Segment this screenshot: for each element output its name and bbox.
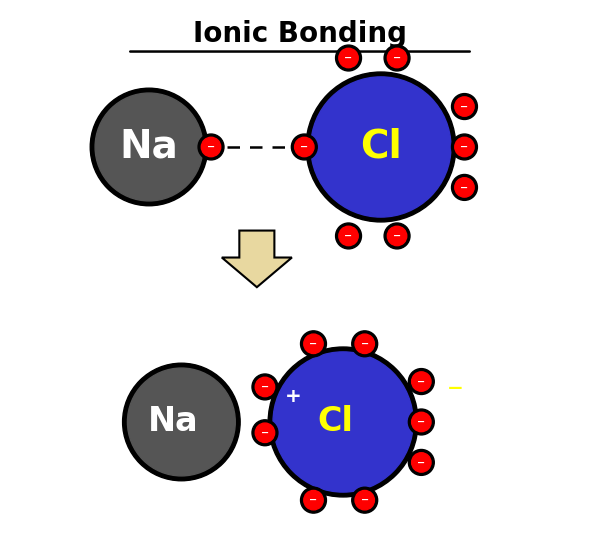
Circle shape bbox=[252, 374, 278, 400]
Text: Na: Na bbox=[148, 405, 199, 438]
Circle shape bbox=[412, 453, 431, 472]
Circle shape bbox=[452, 175, 478, 201]
Circle shape bbox=[292, 134, 317, 160]
FancyArrow shape bbox=[222, 230, 292, 287]
Circle shape bbox=[388, 226, 407, 246]
Text: −: − bbox=[300, 142, 308, 152]
Circle shape bbox=[255, 377, 275, 397]
Circle shape bbox=[335, 45, 361, 71]
Circle shape bbox=[252, 420, 278, 446]
Circle shape bbox=[339, 48, 358, 68]
Circle shape bbox=[412, 412, 431, 431]
Text: −: − bbox=[460, 101, 469, 112]
Circle shape bbox=[90, 88, 208, 206]
Circle shape bbox=[301, 331, 326, 357]
Circle shape bbox=[304, 491, 323, 510]
Circle shape bbox=[306, 72, 456, 222]
Text: −: − bbox=[207, 142, 215, 152]
Circle shape bbox=[455, 178, 474, 197]
Circle shape bbox=[311, 77, 451, 217]
Text: −: − bbox=[417, 457, 425, 467]
Circle shape bbox=[95, 93, 203, 201]
Text: −: − bbox=[460, 142, 469, 152]
Circle shape bbox=[304, 334, 323, 353]
Circle shape bbox=[127, 368, 235, 476]
Text: −: − bbox=[344, 53, 353, 63]
Text: Na: Na bbox=[119, 128, 178, 166]
Text: Cl: Cl bbox=[317, 405, 353, 438]
Text: −: − bbox=[361, 339, 369, 349]
Circle shape bbox=[409, 369, 434, 395]
Text: −: − bbox=[393, 53, 401, 63]
Circle shape bbox=[355, 491, 374, 510]
Circle shape bbox=[455, 97, 474, 116]
Circle shape bbox=[409, 409, 434, 435]
Circle shape bbox=[198, 134, 224, 160]
Circle shape bbox=[388, 48, 407, 68]
Circle shape bbox=[301, 487, 326, 513]
Circle shape bbox=[412, 372, 431, 391]
Circle shape bbox=[339, 226, 358, 246]
Text: −: − bbox=[393, 231, 401, 241]
Circle shape bbox=[355, 334, 374, 353]
Circle shape bbox=[409, 449, 434, 475]
Text: −: − bbox=[460, 183, 469, 192]
Text: −: − bbox=[310, 495, 317, 505]
Text: −: − bbox=[417, 417, 425, 427]
Text: −: − bbox=[417, 377, 425, 386]
Circle shape bbox=[452, 134, 478, 160]
Text: +: + bbox=[285, 386, 302, 405]
Circle shape bbox=[295, 137, 314, 157]
Circle shape bbox=[268, 347, 418, 497]
Circle shape bbox=[352, 487, 377, 513]
Circle shape bbox=[352, 331, 377, 357]
Text: Cl: Cl bbox=[360, 128, 402, 166]
Text: −: − bbox=[261, 428, 269, 438]
Text: −: − bbox=[344, 231, 353, 241]
Circle shape bbox=[384, 223, 410, 249]
Text: Ionic Bonding: Ionic Bonding bbox=[193, 20, 407, 48]
Circle shape bbox=[452, 94, 478, 119]
Circle shape bbox=[255, 423, 275, 442]
Circle shape bbox=[455, 137, 474, 157]
Circle shape bbox=[122, 363, 240, 481]
Circle shape bbox=[202, 137, 221, 157]
Circle shape bbox=[273, 352, 413, 492]
Text: −: − bbox=[446, 379, 463, 398]
Circle shape bbox=[335, 223, 361, 249]
Text: −: − bbox=[261, 382, 269, 392]
Circle shape bbox=[384, 45, 410, 71]
Text: −: − bbox=[361, 495, 369, 505]
Text: −: − bbox=[310, 339, 317, 349]
